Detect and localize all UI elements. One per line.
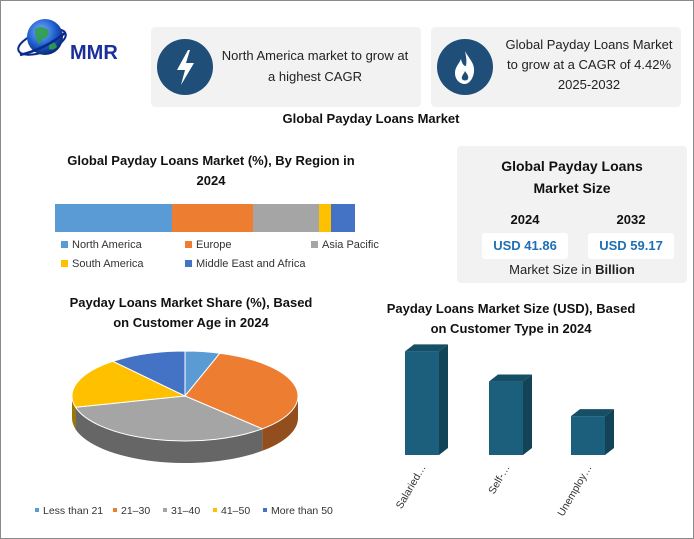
legend-item-21-30: 21–30 — [113, 505, 150, 517]
legend-swatch — [163, 508, 167, 512]
age-pie-chart — [71, 350, 299, 463]
region-bar-segment-3 — [319, 204, 331, 232]
highlight-card-cagr: Global Payday Loans Market to grow at a … — [431, 27, 681, 107]
market-size-title: Global Payday Loans Market Size — [501, 158, 643, 196]
x-tick-label-0: Salaried… — [394, 463, 429, 511]
bar-0 — [405, 351, 439, 455]
pie-slice-3 — [71, 360, 187, 408]
customer-type-chart-title: Payday Loans Market Size (USD), Based on… — [386, 301, 636, 336]
legend-swatch — [311, 241, 318, 248]
pie-slice-2 — [74, 395, 264, 442]
flame-icon — [437, 39, 493, 95]
age-legend: Less than 21 21–30 31–40 41–50 More than… — [35, 505, 365, 519]
region-bar-segment-1 — [172, 204, 253, 232]
legend-item-europe: Europe — [185, 239, 231, 251]
legend-swatch — [35, 508, 39, 512]
bar-top-2 — [571, 409, 614, 417]
bar-1 — [489, 381, 523, 455]
pie-slice-side-2 — [75, 407, 263, 463]
pie-slice-1 — [184, 352, 299, 430]
pie-slice-side-3 — [72, 396, 76, 430]
region-chart-title: Global Payday Loans Market (%), By Regio… — [67, 153, 355, 188]
customer-type-bar-chart: Salaried… Self-… Unemploy… — [394, 344, 614, 519]
size-value-2032: USD 59.17 — [588, 233, 674, 259]
legend-swatch — [185, 241, 192, 248]
bar-side-1 — [523, 374, 532, 455]
legend-item-41-50: 41–50 — [213, 505, 250, 517]
card1-line2: a highest CAGR — [268, 69, 362, 84]
legend-item-asia-pacific: Asia Pacific — [311, 239, 379, 251]
year-2024: 2024 — [510, 212, 540, 227]
legend-swatch — [113, 508, 117, 512]
bar-top-0 — [405, 344, 448, 352]
region-stacked-bar — [55, 204, 355, 232]
card1-line1: North America market to grow at — [221, 48, 409, 63]
legend-item-less-than-21: Less than 21 — [35, 505, 103, 517]
highlight-card-north-america: North America market to grow at a highes… — [151, 27, 421, 107]
card2-line2: to grow at a CAGR of 4.42% — [506, 57, 672, 72]
bar-2 — [571, 416, 605, 455]
x-tick-label-2: Unemploy… — [555, 463, 594, 519]
legend-item-middle-east-africa: Middle East and Africa — [185, 258, 305, 270]
legend-item-south-america: South America — [61, 258, 144, 270]
age-chart-title: Payday Loans Market Share (%), Based on … — [69, 295, 313, 330]
legend-item-more-than-50: More than 50 — [263, 505, 333, 517]
market-size-footer: Market Size in Billion — [509, 262, 635, 277]
lightning-icon — [157, 39, 213, 95]
region-legend: North America Europe Asia Pacific South … — [61, 239, 401, 275]
bar-side-2 — [605, 409, 614, 455]
region-bar-segment-2 — [253, 204, 319, 232]
pie-slice-side-1 — [262, 396, 298, 451]
size-value-2024: USD 41.86 — [482, 233, 568, 259]
bar-side-0 — [439, 344, 448, 455]
legend-item-north-america: North America — [61, 239, 142, 251]
region-bar-segment-4 — [331, 204, 355, 232]
year-2032: 2032 — [616, 212, 646, 227]
globe-logo-icon: MMR — [17, 19, 118, 64]
card2-line1: Global Payday Loans Market — [505, 37, 673, 52]
region-bar-segment-0 — [55, 204, 172, 232]
bar-top-1 — [489, 374, 532, 382]
legend-swatch — [185, 260, 192, 267]
market-size-card: Global Payday Loans Market Size 2024 203… — [457, 146, 687, 283]
card2-line3: 2025-2032 — [557, 77, 621, 92]
logo-text: MMR — [70, 42, 118, 64]
main-title: Global Payday Loans Market — [282, 111, 460, 126]
x-tick-label-1: Self-… — [486, 463, 512, 497]
legend-swatch — [61, 241, 68, 248]
legend-swatch — [213, 508, 217, 512]
pie-slice-4 — [111, 350, 186, 397]
logo: MMR — [15, 15, 145, 67]
legend-item-31-40: 31–40 — [163, 505, 200, 517]
legend-swatch — [263, 508, 267, 512]
legend-swatch — [61, 260, 68, 267]
